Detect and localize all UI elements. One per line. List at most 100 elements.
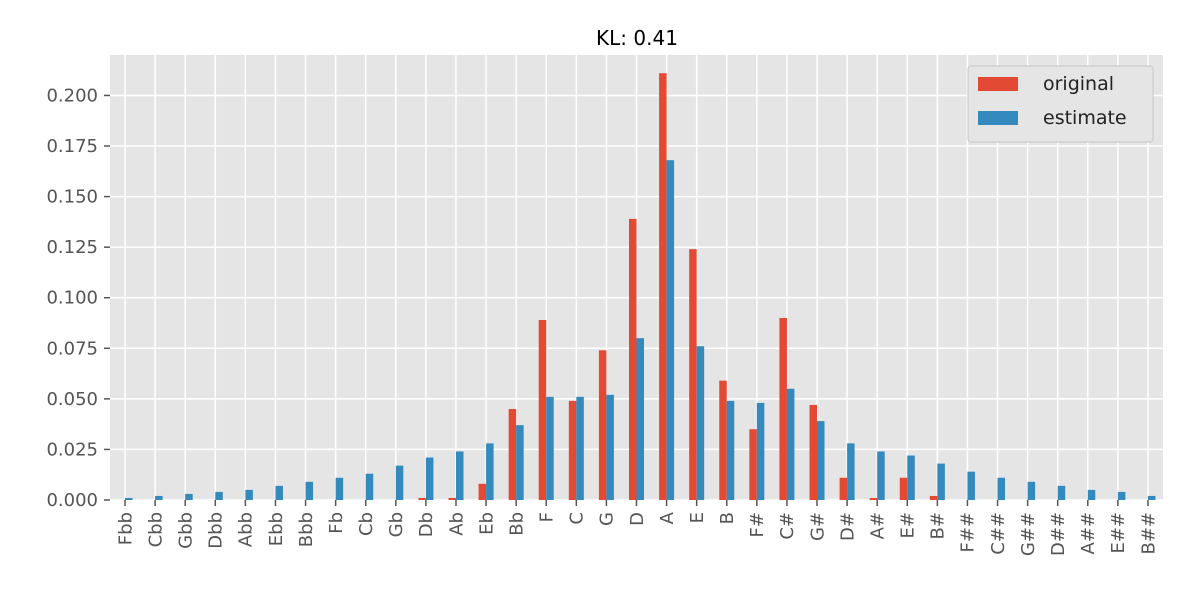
bar-original <box>418 497 426 500</box>
x-tick-label: Abb <box>236 512 257 547</box>
x-tick-label: Db <box>416 512 437 537</box>
legend-label: estimate <box>1043 107 1127 129</box>
bar-original <box>929 495 938 500</box>
x-tick-label: Eb <box>476 512 497 535</box>
y-tick-label: 0.100 <box>46 288 98 309</box>
x-tick-label: Fb <box>326 512 347 534</box>
x-tick-label: Fbb <box>115 512 136 545</box>
x-tick-label: Dbb <box>206 512 227 549</box>
bar-original <box>719 380 727 500</box>
y-axis: 0.000 0.025 0.050 0.075 0.100 0.125 0.150 0.175… <box>46 85 110 511</box>
bar-estimate <box>666 160 675 500</box>
bar-original <box>448 497 456 500</box>
bar-estimate <box>907 455 915 500</box>
x-tick-label: Cbb <box>145 512 166 547</box>
bar-estimate <box>877 451 885 500</box>
x-tick-label: Gb <box>386 512 407 537</box>
x-tick-label: D# <box>837 512 858 541</box>
bar-original <box>568 400 577 500</box>
y-tick-label: 0.125 <box>46 237 98 258</box>
x-tick-label: C <box>567 512 588 525</box>
bar-original <box>869 497 878 500</box>
bar-estimate <box>245 489 253 500</box>
x-tick-label: E <box>687 512 708 523</box>
bar-estimate <box>185 493 193 500</box>
x-tick-label: B <box>717 512 738 524</box>
bar-original <box>538 319 547 500</box>
bar-estimate <box>125 497 133 500</box>
bar-original <box>659 73 667 501</box>
bar-estimate <box>335 477 344 500</box>
bar-estimate <box>516 425 524 500</box>
bar-estimate <box>636 338 644 500</box>
bar-estimate <box>997 477 1006 500</box>
bar-estimate <box>1087 489 1096 500</box>
y-tick-label: 0.025 <box>46 439 98 460</box>
x-tick-label: Cb <box>356 512 377 536</box>
bar-estimate <box>1027 481 1036 500</box>
bar-estimate <box>486 443 494 500</box>
x-axis: Fbb Cbb Gbb Dbb Abb Ebb Bbb Fb Cb Gb Db Ab Eb Bb F C G D A… <box>115 500 1159 556</box>
y-tick-label: 0.000 <box>46 490 98 511</box>
x-tick-label: F# <box>747 512 768 537</box>
bar-original <box>839 477 848 500</box>
bar-original <box>598 350 607 500</box>
bar-estimate <box>847 443 855 500</box>
legend-swatch <box>978 111 1018 125</box>
bar-original <box>749 429 757 500</box>
x-tick-label: C## <box>988 512 1009 555</box>
bar-estimate <box>425 457 434 500</box>
x-tick-label: A## <box>1078 512 1099 554</box>
bar-estimate <box>786 388 795 500</box>
x-tick-label: F <box>537 512 558 522</box>
legend-swatch <box>978 77 1018 91</box>
x-tick-label: Ab <box>446 512 467 536</box>
bar-estimate <box>155 495 163 500</box>
bar-estimate <box>817 421 825 500</box>
x-tick-label: E# <box>898 512 919 538</box>
bar-original <box>899 477 908 500</box>
y-tick-label: 0.075 <box>46 338 98 359</box>
bar-original <box>689 249 697 500</box>
bar-original <box>779 317 787 500</box>
x-tick-label: G## <box>1018 512 1039 556</box>
x-tick-label: B## <box>1138 512 1159 555</box>
legend-label: original <box>1043 73 1114 95</box>
bar-original <box>508 408 517 500</box>
x-tick-label: A# <box>867 512 888 539</box>
bar-estimate <box>726 400 735 500</box>
y-tick-label: 0.175 <box>46 136 98 157</box>
bar-estimate <box>1147 495 1156 500</box>
bar-estimate <box>1057 485 1066 500</box>
bar-estimate <box>967 471 975 500</box>
legend: original estimate <box>967 65 1154 143</box>
x-tick-label: D <box>627 512 648 526</box>
x-tick-label: G <box>597 512 618 526</box>
y-tick-label: 0.050 <box>46 389 98 410</box>
x-tick-label: B# <box>928 512 949 539</box>
bar-estimate <box>696 346 705 500</box>
x-tick-label: Bb <box>506 512 527 536</box>
bar-original <box>809 404 818 500</box>
x-tick-label: G# <box>807 512 828 541</box>
grid-lines <box>110 55 1163 501</box>
bar-original <box>629 218 637 500</box>
bar-estimate <box>395 465 404 500</box>
bar-estimate <box>215 491 223 500</box>
bar-original <box>478 483 487 500</box>
bar-estimate <box>275 485 283 500</box>
x-tick-label: E## <box>1108 512 1129 554</box>
bar-estimate <box>606 394 614 500</box>
bar-estimate <box>305 481 314 500</box>
bars <box>125 73 1156 501</box>
x-tick-label: Ebb <box>266 512 287 546</box>
x-tick-label: Gbb <box>176 512 197 549</box>
bar-estimate <box>937 463 945 500</box>
bar-estimate <box>455 451 464 500</box>
y-tick-label: 0.150 <box>46 187 98 208</box>
x-tick-label: D## <box>1048 512 1069 556</box>
bar-estimate <box>546 396 554 500</box>
x-tick-label: Bbb <box>296 512 317 547</box>
